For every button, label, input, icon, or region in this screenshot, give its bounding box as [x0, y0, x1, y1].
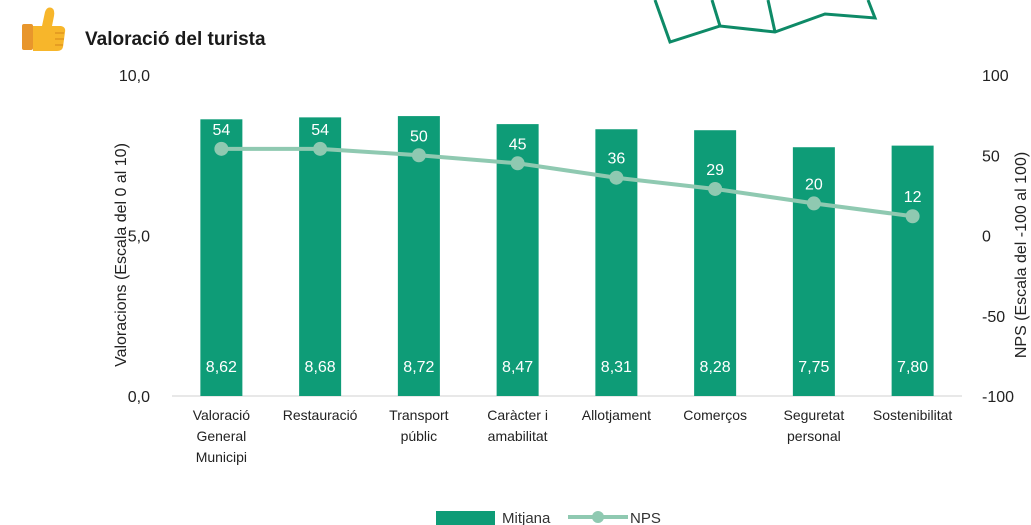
- legend: Mitjana NPS: [436, 510, 661, 525]
- bar-value-label: 8,62: [206, 359, 237, 376]
- y-left-axis-title: Valoracions (Escala del 0 al 10): [113, 143, 130, 367]
- y-right-tick-label: 50: [982, 148, 1000, 165]
- y-right-axis-title: NPS (Escala del -100 al 100): [1013, 152, 1030, 358]
- nps-line-path: [221, 146, 913, 219]
- category-label: Transport públic: [389, 407, 449, 444]
- chart-title: Valoració del turista: [85, 29, 266, 50]
- bar-value-label: 8,31: [601, 359, 632, 376]
- legend-swatch-mitjana: [436, 511, 495, 525]
- y-right-tick-label: -100: [982, 389, 1014, 406]
- category-label: Caràcter i amabilitat: [487, 407, 548, 444]
- category-label: Comerços: [683, 407, 747, 423]
- legend-label-nps: NPS: [630, 510, 661, 525]
- bar-value-label: 8,72: [403, 359, 434, 376]
- bar: [792, 147, 835, 396]
- bar: [694, 130, 737, 396]
- category-label: Sostenibilitat: [873, 407, 952, 423]
- bar-value-label: 8,28: [700, 359, 731, 376]
- nps-point: [313, 141, 328, 156]
- y-right-ticks: -100 -50 0 50 100: [982, 68, 1014, 406]
- nps-point: [214, 141, 229, 156]
- y-left-tick-label: 10,0: [119, 68, 150, 85]
- nps-value-label: 54: [212, 122, 230, 139]
- y-right-tick-label: 0: [982, 229, 991, 246]
- bar-value-label: 7,75: [798, 359, 829, 376]
- map-icon: [653, 0, 878, 44]
- nps-value-label: 54: [311, 122, 329, 139]
- category-label: Valoració General Municipi: [193, 407, 251, 465]
- nps-point: [905, 209, 920, 224]
- bar-value-label: 8,47: [502, 359, 533, 376]
- nps-value-label: 12: [904, 189, 922, 206]
- bar: [397, 116, 440, 396]
- nps-point: [708, 181, 723, 196]
- nps-value-label: 20: [805, 176, 823, 193]
- category-label: Restauració: [283, 407, 358, 423]
- y-left-ticks: 0,0 5,0 10,0: [119, 68, 150, 406]
- bar: [891, 145, 934, 396]
- bar-series-mitjana: 8,62 8,68 8,72 8,47 8,31 8,28 7,75 7,80: [200, 116, 934, 396]
- thumbs-up-icon: [22, 7, 66, 51]
- nps-value-label: 50: [410, 128, 428, 145]
- nps-point: [609, 170, 624, 185]
- nps-value-label: 45: [509, 136, 527, 153]
- category-label: Seguretat personal: [784, 407, 845, 444]
- nps-point: [806, 196, 821, 211]
- bar: [200, 119, 243, 396]
- bar-value-label: 8,68: [305, 359, 336, 376]
- bar: [299, 117, 342, 396]
- nps-point: [510, 156, 525, 171]
- line-series-nps: 54 54 50 45 36 29 20 12: [212, 122, 922, 224]
- y-right-tick-label: 100: [982, 68, 1009, 85]
- y-left-tick-label: 0,0: [128, 389, 150, 406]
- nps-point: [411, 148, 426, 163]
- bar: [595, 129, 638, 396]
- legend-label-mitjana: Mitjana: [502, 510, 551, 525]
- nps-value-label: 36: [607, 151, 625, 168]
- y-right-tick-label: -50: [982, 309, 1005, 326]
- category-label: Allotjament: [582, 407, 651, 423]
- bar-value-label: 7,80: [897, 359, 928, 376]
- y-left-tick-label: 5,0: [128, 229, 150, 246]
- category-labels: Valoració General Municipi Restauració Trans…: [193, 407, 953, 465]
- nps-value-label: 29: [706, 162, 724, 179]
- legend-swatch-nps-marker: [592, 511, 604, 523]
